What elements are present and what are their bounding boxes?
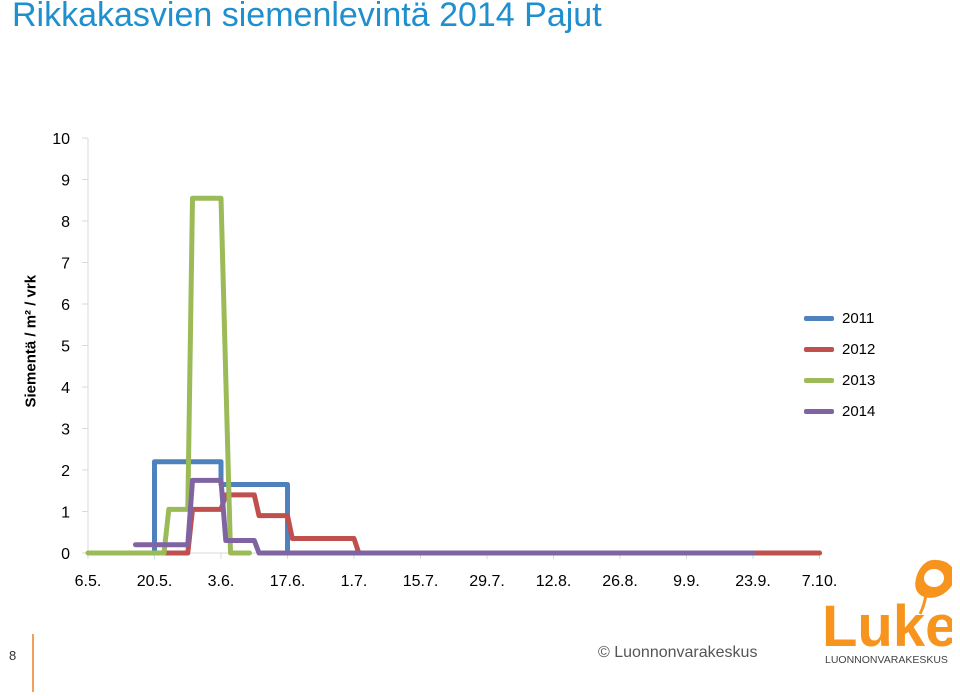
y-tick-label: 0 xyxy=(61,546,70,563)
legend-item-2014: 2014 xyxy=(804,396,904,427)
y-tick-label: 7 xyxy=(61,256,70,273)
series-line-2014 xyxy=(133,477,756,556)
x-tick-label: 20.5. xyxy=(137,573,173,590)
x-tick-label: 15.7. xyxy=(403,573,439,590)
slide-title: Rikkakasvien siemenlevintä 2014 Pajut xyxy=(12,0,602,34)
legend-swatch-2011 xyxy=(804,316,834,321)
y-tick-label: 6 xyxy=(61,297,70,314)
chart-legend: 2011 2012 2013 2014 xyxy=(804,303,904,427)
y-tick-label: 5 xyxy=(61,339,70,356)
y-tick-label: 8 xyxy=(61,214,70,231)
legend-item-2011: 2011 xyxy=(804,303,904,334)
legend-swatch-2014 xyxy=(804,409,834,414)
x-tick-label: 29.7. xyxy=(469,573,505,590)
x-tick-label: 7.10. xyxy=(802,573,838,590)
footer-divider xyxy=(32,634,34,692)
x-tick-label: 1.7. xyxy=(341,573,368,590)
legend-label-2013: 2013 xyxy=(842,372,876,389)
y-tick-label: 4 xyxy=(61,380,70,397)
y-tick-label: 9 xyxy=(61,173,70,190)
page-number: 8 xyxy=(9,648,17,663)
y-tick-label: 10 xyxy=(52,131,70,148)
y-tick-label: 2 xyxy=(61,463,70,480)
x-tick-label: 9.9. xyxy=(673,573,700,590)
legend-item-2013: 2013 xyxy=(804,365,904,396)
luke-logo: Luke LUONNONVARAKESKUS xyxy=(822,559,952,666)
x-tick-label: 17.6. xyxy=(270,573,306,590)
x-tick-label: 3.6. xyxy=(208,573,235,590)
legend-swatch-2012 xyxy=(804,347,834,352)
x-tick-label: 26.8. xyxy=(602,573,638,590)
legend-label-2014: 2014 xyxy=(842,403,876,420)
logo-wordmark: Luke xyxy=(822,594,952,659)
logo-subtext: LUONNONVARAKESKUS xyxy=(825,654,948,666)
legend-label-2012: 2012 xyxy=(842,341,876,358)
legend-label-2011: 2011 xyxy=(842,310,875,327)
copyright-text: © Luonnonvarakeskus xyxy=(598,644,758,661)
y-tick-label: 1 xyxy=(61,505,70,522)
legend-swatch-2013 xyxy=(804,378,834,383)
x-tick-label: 12.8. xyxy=(536,573,572,590)
x-tick-label: 6.5. xyxy=(75,573,102,590)
y-tick-label: 3 xyxy=(61,422,70,439)
x-tick-label: 23.9. xyxy=(735,573,771,590)
legend-item-2012: 2012 xyxy=(804,334,904,365)
